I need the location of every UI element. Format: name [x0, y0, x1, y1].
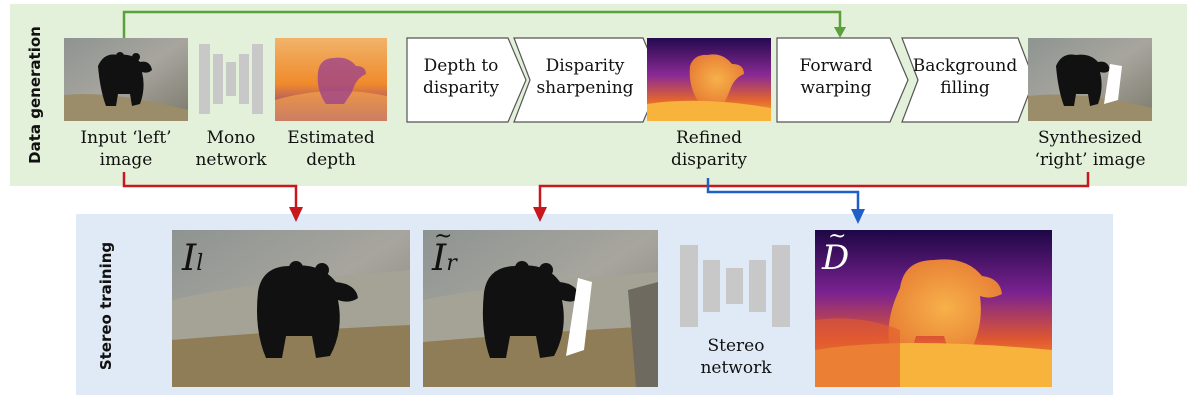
forward-warping-step: [776, 37, 909, 123]
forward-warping-label: Forward warping: [799, 56, 873, 98]
depth-to-disparity-step: [406, 37, 527, 123]
disparity-letter: D: [822, 238, 850, 278]
red-arrow-left: [122, 172, 298, 210]
blue-arrowhead: [851, 209, 865, 224]
mono-network-icon: [199, 44, 263, 114]
blue-arrow: [706, 178, 860, 212]
right-image-letter: I: [432, 238, 447, 279]
refined-disparity-map: [647, 38, 771, 121]
red-arrowhead-left: [289, 207, 303, 222]
stereo-network-icon: [680, 245, 790, 327]
right-image-symbol: ~ I r: [432, 224, 457, 279]
stereo-network-caption: Stereo network: [700, 336, 772, 378]
background-filling-label: Background filling: [912, 56, 1018, 98]
depth-to-disparity-label: Depth to disparity: [422, 56, 500, 98]
right-training-image: [423, 230, 658, 387]
right-image-subscript: r: [446, 251, 457, 276]
green-arrow: [122, 10, 842, 38]
left-image-subscript: l: [196, 251, 204, 276]
left-image-symbol: Il: [182, 238, 203, 279]
disparity-tilde: ~: [828, 224, 847, 249]
left-image-letter: I: [182, 238, 197, 279]
refined-disparity-caption: Refined disparity: [670, 128, 748, 170]
left-training-image: [172, 230, 410, 387]
estimated-depth-map: [275, 38, 387, 121]
input-left-image: [64, 38, 188, 121]
input-left-caption: Input ‘left’ image: [80, 128, 172, 170]
right-tilde: ~: [434, 224, 453, 249]
estimated-depth-caption: Estimated depth: [287, 128, 375, 170]
disparity-sharpening-step: [513, 37, 662, 123]
mono-network-caption: Mono network: [195, 128, 267, 170]
red-arrowhead-right: [533, 207, 547, 222]
green-arrowhead: [834, 27, 846, 38]
disparity-sharpening-label: Disparity sharpening: [536, 56, 634, 98]
synthesized-right-image: [1028, 38, 1152, 121]
disparity-training-map: [815, 230, 1052, 387]
red-arrow-right: [538, 172, 1090, 210]
synthesized-right-caption: Synthesized ‘right’ image: [1034, 128, 1146, 170]
background-filling-step: [901, 37, 1035, 123]
disparity-symbol: ~ D: [822, 224, 850, 278]
